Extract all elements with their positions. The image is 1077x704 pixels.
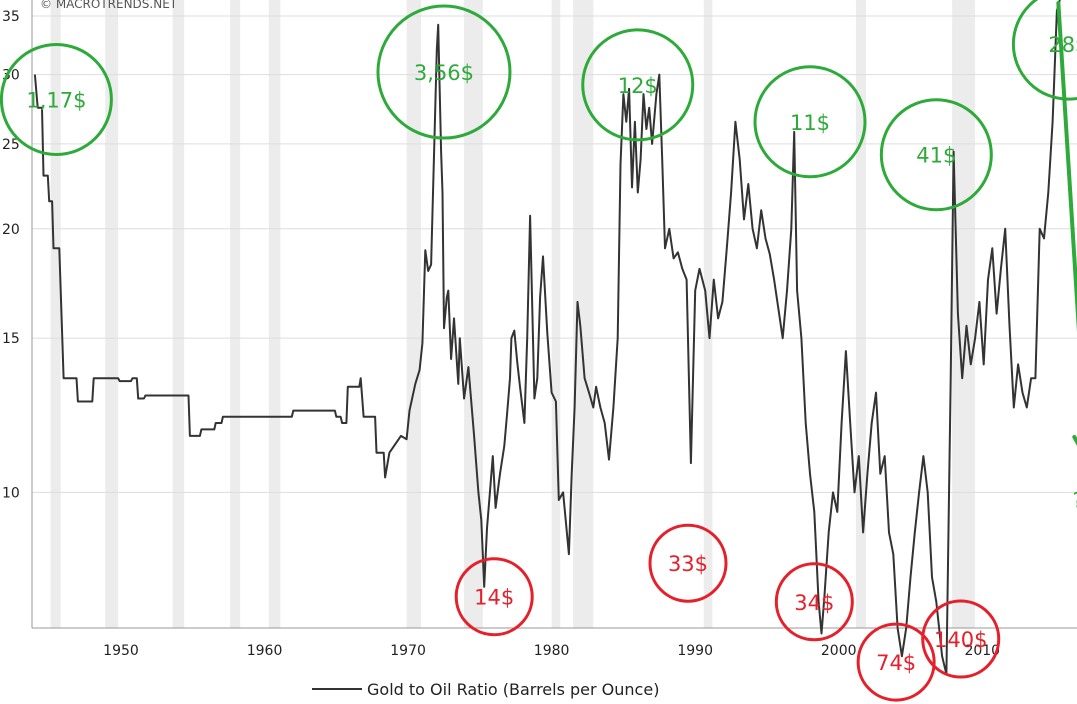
trough-label-4: 140$ — [934, 628, 987, 652]
recession-band-0 — [50, 0, 61, 628]
recession-band-4 — [268, 0, 281, 628]
x-tick-label-2000: 2000 — [821, 643, 857, 659]
source-watermark: © MACROTRENDS.NET — [40, 0, 178, 11]
series-line-0 — [33, 0, 1061, 676]
trough-circle-4 — [921, 599, 1001, 679]
peak-circle-3 — [753, 65, 867, 179]
peak-label-2: 12$ — [618, 74, 658, 98]
recession-band-10 — [855, 0, 866, 628]
y-tick-label-25: 25 — [2, 137, 20, 153]
trough-circle-0 — [454, 557, 534, 637]
peak-label-1: 3,56$ — [414, 61, 474, 85]
peak-circle-0 — [0, 42, 113, 156]
recession-band-11 — [952, 0, 976, 628]
peak-circle-1 — [376, 4, 512, 140]
y-tick-label-35: 35 — [2, 9, 20, 25]
y-tick-label-15: 15 — [2, 331, 20, 347]
recession-band-2 — [172, 0, 185, 628]
peak-circle-5 — [1011, 0, 1077, 101]
y-tick-label-20: 20 — [2, 222, 20, 238]
x-tick-label-1960: 1960 — [247, 643, 283, 659]
recession-band-3 — [230, 0, 241, 628]
peak-label-3: 11$ — [790, 111, 830, 135]
projection-label: ? — [1072, 489, 1077, 513]
recession-band-7 — [551, 0, 561, 628]
trough-label-1: 33$ — [668, 552, 708, 576]
x-tick-label-1970: 1970 — [390, 643, 426, 659]
trough-label-3: 74$ — [876, 651, 916, 675]
x-tick-label-1980: 1980 — [534, 643, 570, 659]
gridlines — [32, 15, 1077, 493]
peak-label-4: 41$ — [916, 144, 956, 168]
x-tick-label-1950: 1950 — [103, 643, 139, 659]
trough-label-2: 34$ — [794, 591, 834, 615]
legend-label: Gold to Oil Ratio (Barrels per Ounce) — [367, 680, 659, 699]
series-layer — [33, 0, 1061, 676]
x-tick-labels: 1950 1960 1970 1980 1990 2000 2010 — [103, 643, 1000, 659]
y-tick-label-10: 10 — [2, 485, 20, 501]
peak-label-0: 1,17$ — [26, 88, 86, 112]
trough-circle-3 — [856, 622, 936, 702]
x-tick-label-1990: 1990 — [677, 643, 713, 659]
peak-circle-4 — [879, 98, 993, 212]
recession-band-1 — [105, 0, 119, 628]
trough-circle-2 — [774, 562, 854, 642]
trough-circle-1 — [648, 523, 728, 603]
recession-band-6 — [464, 0, 483, 628]
trough-label-0: 14$ — [474, 586, 514, 610]
recession-band-5 — [406, 0, 422, 628]
peak-circle-2 — [581, 28, 695, 142]
recession-bands — [50, 0, 976, 628]
legend: Gold to Oil Ratio (Barrels per Ounce) — [312, 680, 659, 699]
x-tick-label-2010: 2010 — [964, 643, 1000, 659]
projection-arrow-shaft — [1056, 1, 1077, 332]
recession-band-8 — [573, 0, 594, 628]
